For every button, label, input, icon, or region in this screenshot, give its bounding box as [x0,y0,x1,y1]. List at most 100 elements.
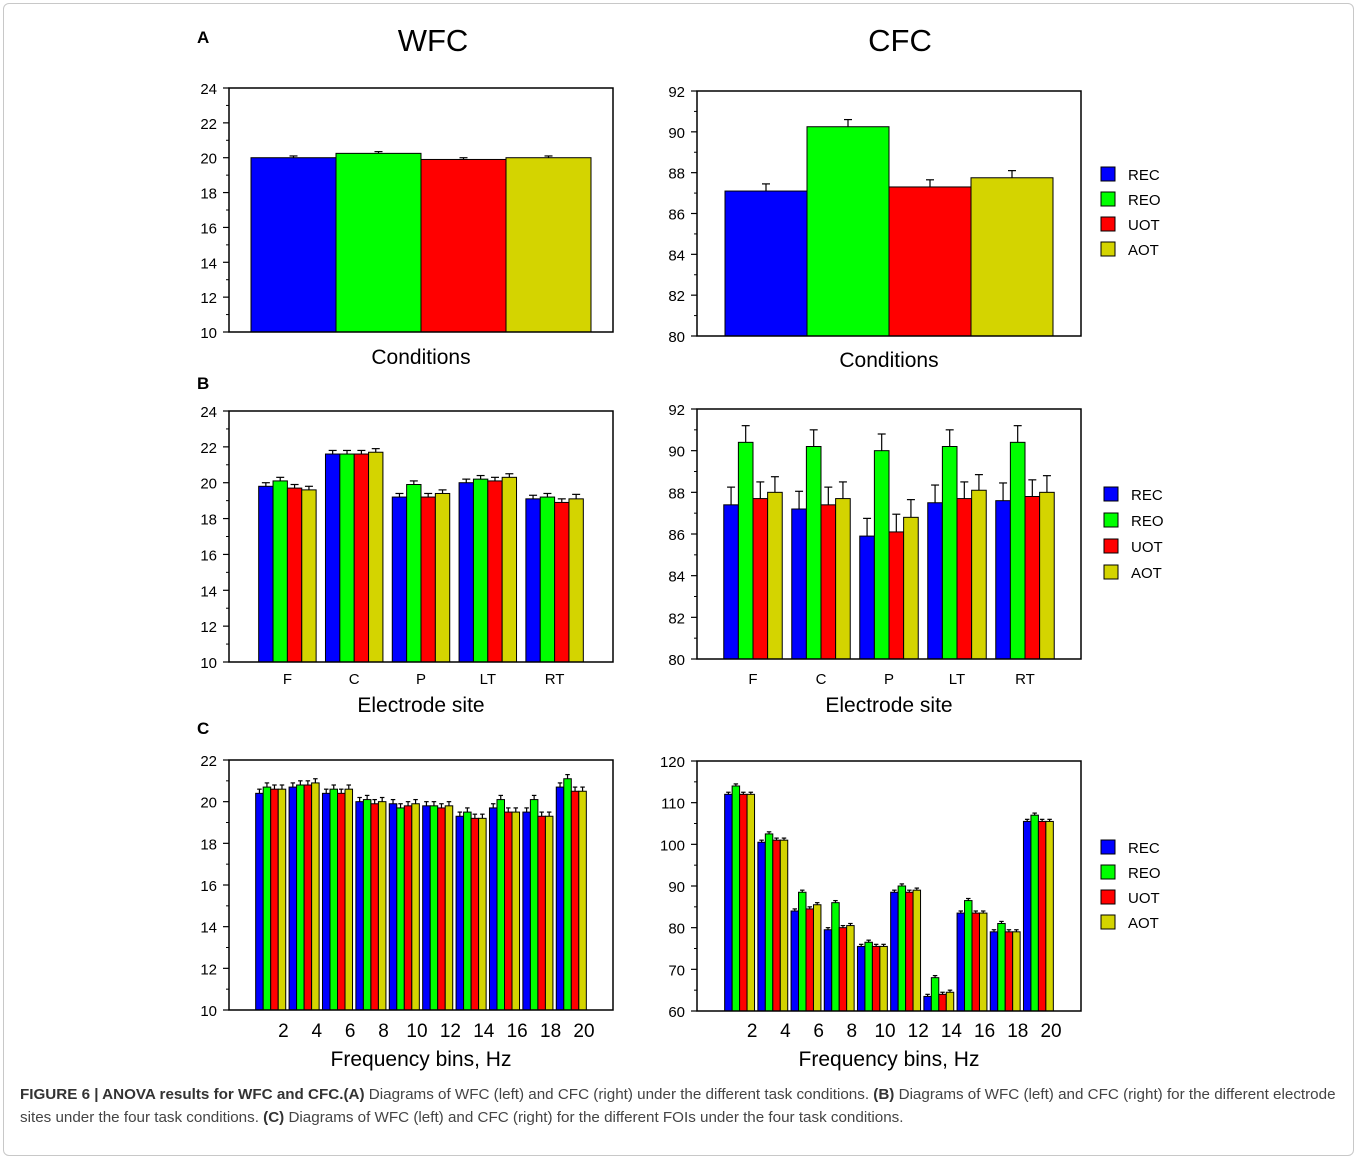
plot-frame [228,759,614,1011]
bar-reo [1009,441,1026,660]
x-tick-label: 2 [278,1021,289,1042]
bar-rec [324,453,341,663]
y-tick-label: 86 [668,207,685,224]
bar-uot [537,815,546,1011]
legend-swatch-aot [1100,241,1116,257]
bar-reo [272,480,288,663]
y-tick-label: 22 [200,440,217,457]
bar-reo [930,977,940,1012]
y-tick-label: 90 [668,125,685,142]
bar-aot [912,889,922,1012]
x-tick-label: RT [545,671,565,688]
legend-swatch-uot [1103,538,1119,554]
x-tick-label: P [884,671,894,688]
bar-reo [737,441,754,660]
legend-label-aot: AOT [1128,915,1159,932]
y-tick-label: 18 [200,186,217,203]
bar-reo [463,811,472,1011]
x-tick-label: RT [1015,671,1035,688]
bar-aot [879,945,888,1012]
bar-aot [746,793,756,1012]
bar-uot [838,927,848,1012]
bar-uot [805,908,814,1012]
plot-frame [228,410,614,663]
y-tick-label: 90 [668,879,685,896]
x-tick-label: 16 [974,1021,995,1042]
column-title-cfc: CFC [868,23,932,58]
bar-reo [831,902,840,1012]
bar-aot [971,489,987,660]
bar-aot [311,782,320,1011]
bar-aot [779,839,789,1012]
y-tick-label: 10 [200,655,217,672]
bar-rec [250,157,337,333]
x-tick-label: 4 [780,1021,791,1042]
bar-rec [724,190,808,337]
bar-reo [873,450,890,660]
y-tick-label: 90 [668,444,685,461]
y-tick-label: 10 [200,1003,217,1020]
chart-a-wfc: 10 12 14 16 18 20 22 24 Conditions [200,81,614,369]
bar-uot [1024,496,1041,660]
bar-uot [337,792,346,1011]
bar-reo [329,788,338,1011]
bar-rec [488,807,498,1011]
legend-label-aot: AOT [1128,242,1159,259]
bar-uot [971,912,980,1012]
x-tick-label: 16 [507,1021,528,1042]
y-tick-label: 16 [200,547,217,564]
bar-reo [798,891,807,1012]
bar-rec [791,508,807,660]
column-title-wfc: WFC [398,23,469,58]
bar-rec [923,995,932,1012]
bar-aot [344,788,354,1011]
x-axis-label: Electrode site [357,694,484,717]
y-tick-label: 20 [200,476,217,493]
bar-rec [859,535,875,660]
legend-label-rec: REC [1131,487,1163,504]
y-tick-label: 82 [668,610,685,627]
bar-reo [764,833,774,1012]
y-tick-label: 12 [200,619,217,636]
bar-uot [403,805,413,1011]
bar-uot [370,803,379,1011]
legend: REC REO UOT AOT [1100,839,1161,932]
y-tick-label: 100 [660,837,685,854]
bar-rec [258,485,274,663]
bar-rec [555,786,565,1011]
bar-uot [286,487,303,663]
x-tick-label: 8 [378,1021,389,1042]
y-tick-label: 22 [200,116,217,133]
y-tick-label: 14 [200,255,217,272]
y-tick-label: 16 [200,220,217,237]
bar-uot [437,807,446,1011]
x-tick-label: 12 [440,1021,461,1042]
bar-reo [563,778,572,1011]
bar-rec [255,792,264,1011]
bar-rec [927,502,943,660]
y-tick-label: 80 [668,329,685,346]
y-tick-label: 92 [668,84,685,101]
bar-aot [767,491,783,660]
y-tick-label: 80 [668,652,685,669]
y-tick-label: 10 [200,325,217,342]
legend-swatch-rec [1100,839,1116,855]
bar-rec [890,891,899,1012]
bar-uot [554,501,570,663]
bar-rec [391,496,408,663]
y-tick-label: 20 [200,795,217,812]
bar-aot [368,451,384,663]
bar-aot [970,177,1054,337]
x-tick-label: 6 [813,1021,824,1042]
legend-label-rec: REC [1128,840,1160,857]
bar-uot [888,531,905,660]
legend-label-reo: REO [1128,865,1161,882]
legend-swatch-reo [1103,512,1119,528]
y-tick-label: 84 [668,569,685,586]
bar-uot [752,498,769,660]
bar-rec [823,929,833,1012]
y-tick-label: 60 [668,1004,685,1021]
y-tick-label: 24 [200,404,217,421]
caption-a-tag: (A) [343,1086,365,1103]
